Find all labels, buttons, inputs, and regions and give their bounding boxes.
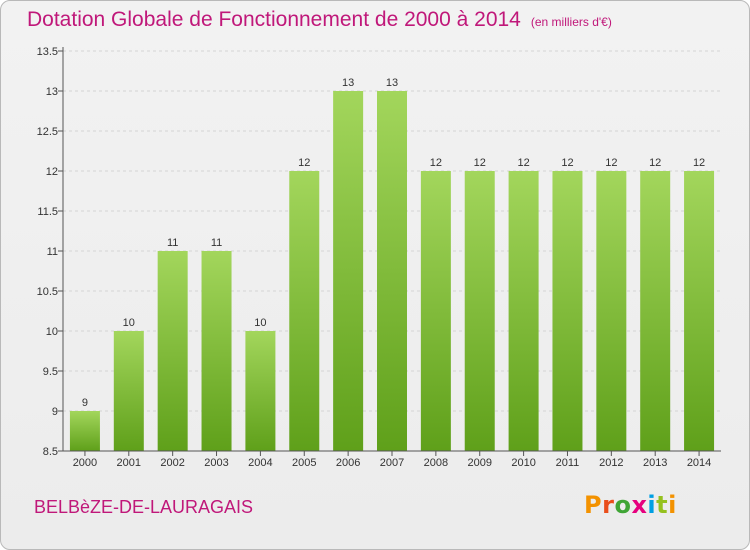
x-tick-label: 2003 xyxy=(204,457,228,469)
y-tick-label: 13.5 xyxy=(37,46,58,58)
x-tick-label: 2001 xyxy=(117,457,141,469)
logo-letter: r xyxy=(602,491,615,519)
chart-title: Dotation Globale de Fonctionnement de 20… xyxy=(27,8,612,32)
commune-name: BELBèZE-DE-LAURAGAIS xyxy=(34,497,254,517)
bar xyxy=(377,91,407,451)
bar-value-label: 12 xyxy=(693,157,705,169)
bar-value-label: 12 xyxy=(298,157,310,169)
logo-letter: i xyxy=(647,491,657,519)
bar xyxy=(69,411,100,451)
y-tick-label: 10.5 xyxy=(37,286,58,298)
bar xyxy=(640,171,671,451)
bar-value-label: 13 xyxy=(386,77,398,89)
x-tick-label: 2009 xyxy=(467,457,491,469)
bar-value-label: 10 xyxy=(123,317,135,329)
logo-letter: i xyxy=(668,491,677,519)
bar xyxy=(508,171,539,451)
bar xyxy=(596,171,627,451)
x-tick-label: 2004 xyxy=(248,457,272,469)
proxiti-logo: Proxiti xyxy=(584,491,677,519)
y-tick-label: 10 xyxy=(46,326,58,338)
bar-value-label: 12 xyxy=(474,157,486,169)
axes xyxy=(58,47,721,456)
x-tick-label: 2005 xyxy=(292,457,316,469)
x-tick-label: 2002 xyxy=(160,457,184,469)
y-tick-label: 11.5 xyxy=(37,206,58,218)
x-tick-label: 2013 xyxy=(643,457,667,469)
x-tick-label: 2011 xyxy=(556,457,580,469)
bar-value-label: 12 xyxy=(517,157,529,169)
x-tick-label: 2014 xyxy=(687,457,711,469)
x-tick-label: 2008 xyxy=(424,457,448,469)
labels: 8.5 9 9.5 10 10.5 11 11.5 12 12.5 13 13.5 9 2000 10 20… xyxy=(37,46,712,469)
bar-value-label: 11 xyxy=(167,237,178,249)
x-tick-label: 2010 xyxy=(511,457,535,469)
y-tick-label: 12.5 xyxy=(37,126,58,138)
x-tick-label: 2007 xyxy=(380,457,404,469)
logo-letter: P xyxy=(584,491,603,519)
bar-value-label: 9 xyxy=(82,397,88,409)
bar xyxy=(201,251,232,451)
chart-title-text: Dotation Globale de Fonctionnement de 20… xyxy=(27,8,521,31)
y-tick-label: 9 xyxy=(52,406,58,418)
bar xyxy=(552,171,583,451)
y-tick-label: 9.5 xyxy=(43,366,58,378)
bar-value-label: 13 xyxy=(342,77,354,89)
bar xyxy=(333,91,364,451)
bar-value-label: 12 xyxy=(430,157,442,169)
bars xyxy=(69,91,715,451)
logo-letter: t xyxy=(656,491,669,519)
y-tick-label: 8.5 xyxy=(43,446,58,458)
x-tick-label: 2012 xyxy=(599,457,623,469)
bar xyxy=(245,331,276,451)
x-tick-label: 2006 xyxy=(336,457,360,469)
y-tick-label: 13 xyxy=(46,86,58,98)
bar-value-label: 11 xyxy=(211,237,222,249)
bar xyxy=(684,171,715,451)
y-tick-label: 12 xyxy=(46,166,58,178)
logo-letter: o xyxy=(614,491,632,519)
bar-value-label: 10 xyxy=(254,317,266,329)
bar-value-label: 12 xyxy=(649,157,661,169)
bar-value-label: 12 xyxy=(605,157,617,169)
bar xyxy=(113,331,144,451)
bar xyxy=(157,251,188,451)
bar-value-label: 12 xyxy=(561,157,573,169)
x-tick-label: 2000 xyxy=(73,457,97,469)
bar xyxy=(464,171,495,451)
bar xyxy=(420,171,451,451)
y-tick-label: 11 xyxy=(47,246,58,258)
bar xyxy=(289,171,320,451)
chart-subtitle: (en milliers d'€) xyxy=(530,15,612,29)
logo-letter: x xyxy=(631,491,648,519)
